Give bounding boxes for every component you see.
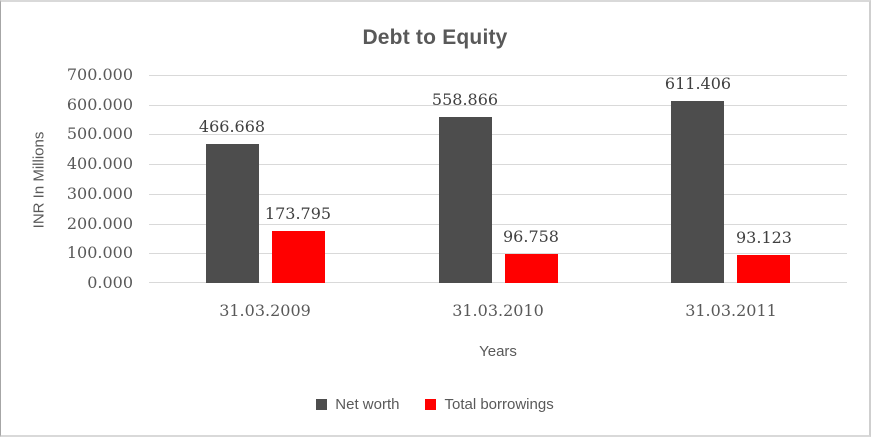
data-label-total-borrowings: 93.123 — [736, 228, 792, 247]
legend-swatch-net-worth — [316, 399, 328, 410]
bar-total-borrowings — [272, 231, 325, 283]
y-tick-label: 600.000 — [66, 94, 133, 114]
gridline — [149, 224, 847, 225]
gridline — [149, 75, 847, 76]
legend-item-net-worth: Net worth — [316, 396, 399, 413]
gridline — [149, 105, 847, 106]
y-tick-label: 400.000 — [66, 154, 133, 174]
bar-total-borrowings — [505, 254, 558, 283]
gridline — [149, 282, 847, 283]
plot-area: 466.668 173.795 558.866 96.758 611.406 93.123 — [149, 74, 847, 283]
bar-total-borrowings — [737, 255, 790, 283]
y-tick-label: 500.000 — [66, 124, 133, 144]
y-tick-label: 0.000 — [87, 273, 133, 292]
gridline — [149, 134, 847, 135]
legend: Net worth Total borrowings — [1, 396, 869, 413]
data-label-total-borrowings: 173.795 — [264, 204, 332, 223]
y-tick-label: 300.000 — [66, 183, 133, 203]
x-tick-label: 31.03.2011 — [685, 301, 777, 320]
data-label-net-worth: 466.668 — [198, 117, 266, 136]
x-axis-tick-labels: 31.03.2009 31.03.2010 31.03.2011 — [149, 301, 847, 323]
data-label-net-worth: 611.406 — [664, 74, 732, 93]
gridline — [149, 253, 847, 254]
data-label-net-worth: 558.866 — [431, 90, 499, 109]
x-tick-label: 31.03.2009 — [219, 301, 311, 320]
legend-swatch-total-borrowings — [425, 399, 437, 410]
legend-label: Total borrowings — [444, 396, 554, 413]
y-tick-label: 700.000 — [66, 65, 133, 84]
legend-item-total-borrowings: Total borrowings — [425, 396, 554, 413]
gridline — [149, 194, 847, 195]
legend-label: Net worth — [335, 396, 400, 413]
bar-net-worth — [439, 117, 492, 283]
x-tick-label: 31.03.2010 — [452, 301, 544, 320]
bar-net-worth — [671, 101, 724, 283]
y-axis-tick-labels: 700.000 600.000 500.000 400.000 300.000 200.0… — [1, 65, 133, 292]
x-axis-title: Years — [479, 343, 517, 360]
y-tick-label: 100.000 — [66, 243, 133, 263]
gridline — [149, 164, 847, 165]
y-tick-label: 200.000 — [66, 213, 133, 233]
chart-title: Debt to Equity — [362, 26, 508, 49]
data-label-total-borrowings: 96.758 — [503, 227, 559, 246]
bar-net-worth — [206, 144, 259, 283]
